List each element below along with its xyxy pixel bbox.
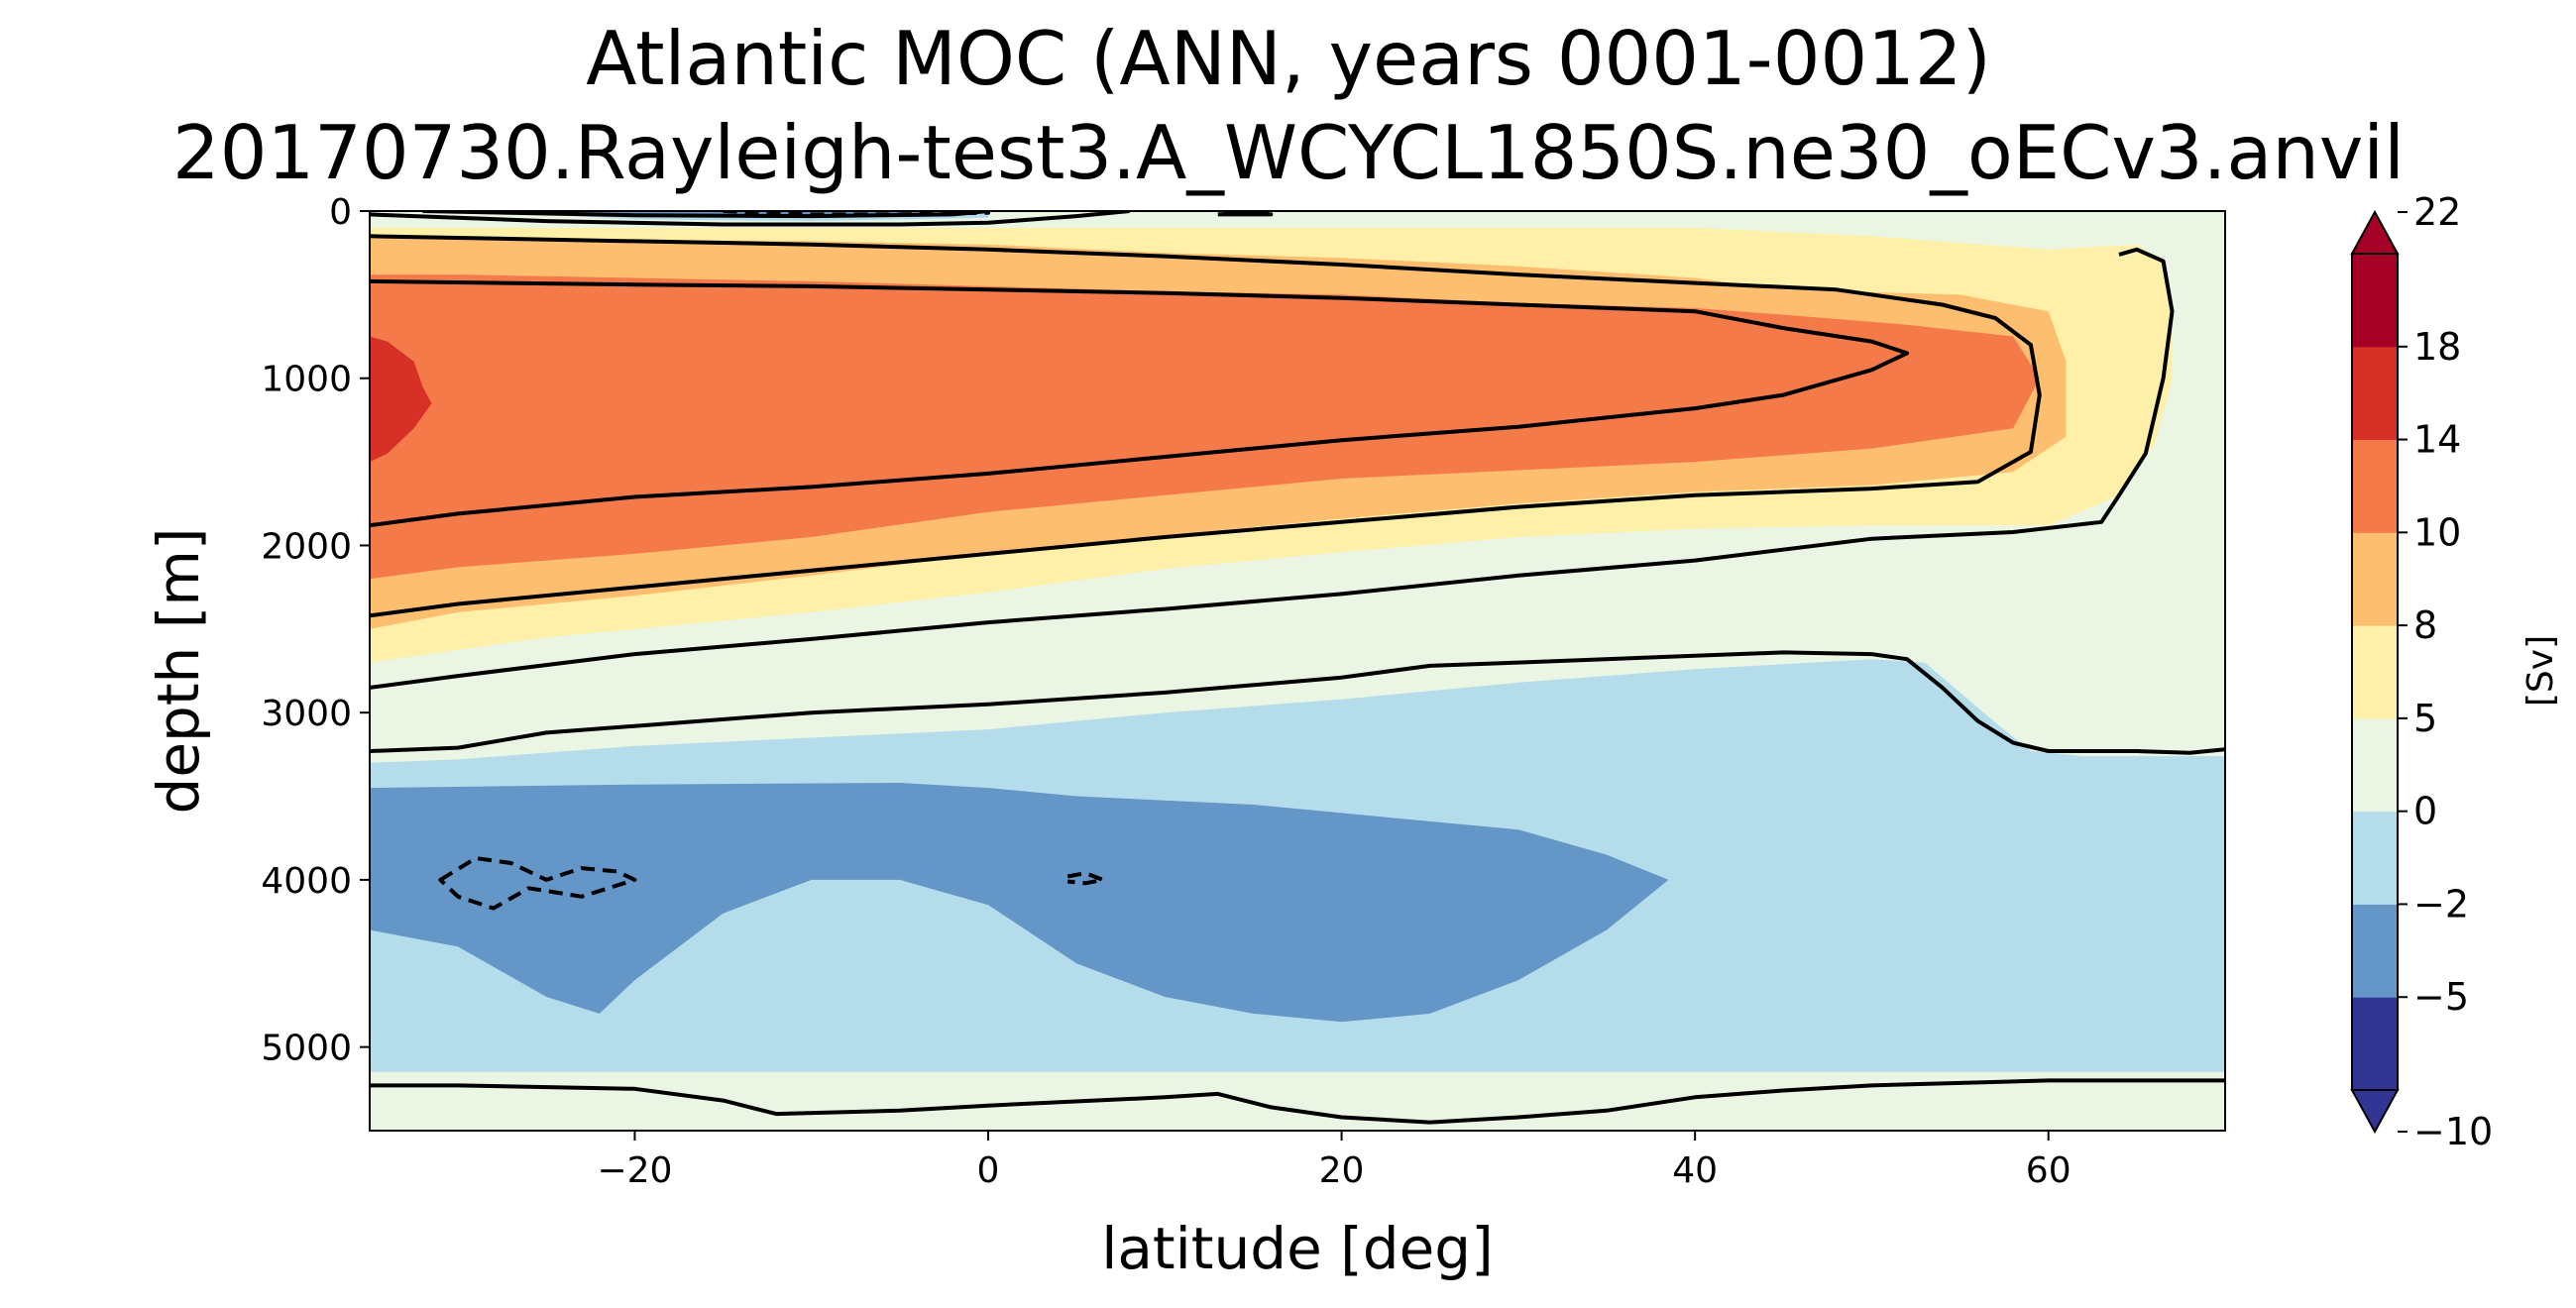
contour-line-solid <box>370 650 2225 755</box>
colorbar: −10 −5 −2 0 5 8 10 14 18 22 <box>2350 190 2493 1153</box>
x-tick-label: 20 <box>1319 1150 1365 1191</box>
contour-line-dashed <box>438 856 637 911</box>
y-axis-ticks: 0 1000 2000 3000 4000 5000 <box>261 192 370 1069</box>
colorbar-segment <box>2352 811 2398 905</box>
colorbar-extend-max <box>2350 209 2400 255</box>
region-sv-0-5-bottom <box>370 1071 2225 1131</box>
colorbar-tick-label: 18 <box>2413 325 2461 369</box>
contour-line-solid <box>370 234 2042 618</box>
colorbar-tick-label: 5 <box>2413 697 2437 740</box>
colorbar-segment <box>2352 254 2398 348</box>
y-tick-label: 3000 <box>261 694 352 734</box>
y-axis-label: depth [m] <box>145 527 212 814</box>
colorbar-tick-label: 14 <box>2413 418 2461 462</box>
plot-area <box>370 211 2225 1131</box>
region-sv-14-18 <box>370 336 432 463</box>
contour-line-solid <box>1217 211 1274 217</box>
contour-line-solid <box>370 278 1910 528</box>
colorbar-segment <box>2352 532 2398 626</box>
chart-title: Atlantic MOC (ANN, years 0001-0012) <box>586 15 1991 102</box>
colorbar-tick-label: −2 <box>2413 882 2469 926</box>
contour-lines <box>370 211 2225 1125</box>
colorbar-segment <box>2352 904 2398 998</box>
colorbar-segment <box>2352 625 2398 719</box>
colorbar-segment <box>2352 997 2398 1091</box>
colorbar-segment <box>2352 439 2398 533</box>
y-tick-label: 1000 <box>261 360 352 400</box>
region-sv-neg5-neg2-deep <box>370 783 1669 1023</box>
y-tick-label: 0 <box>329 192 352 233</box>
colorbar-label: [Sv] <box>2520 635 2561 707</box>
region-sv-10-14 <box>370 274 2040 580</box>
x-axis-label: latitude [deg] <box>1101 1215 1494 1282</box>
colorbar-tick-label: 22 <box>2413 190 2461 234</box>
colorbar-extend-min <box>2350 1089 2400 1135</box>
colorbar-segment <box>2352 717 2398 813</box>
colorbar-tick-label: 0 <box>2413 790 2437 833</box>
contour-line-solid <box>370 211 1130 227</box>
x-tick-label: −20 <box>597 1150 672 1191</box>
chart-subtitle: 20170730.Rayleigh-test3.A_WCYCL1850S.ne3… <box>172 109 2405 196</box>
y-tick-label: 4000 <box>261 861 352 902</box>
x-tick-label: 60 <box>2026 1150 2072 1191</box>
x-tick-label: 40 <box>1672 1150 1718 1191</box>
contour-line-dashed <box>723 211 990 217</box>
filled-contour-regions <box>370 211 2225 1131</box>
x-tick-label: 0 <box>977 1150 1000 1191</box>
y-tick-label: 2000 <box>261 526 352 567</box>
plot-frame <box>369 210 2226 1132</box>
colorbar-tick-label: −5 <box>2413 975 2469 1019</box>
y-tick-label: 5000 <box>261 1029 352 1069</box>
contour-line-dashed <box>1066 871 1105 886</box>
colorbar-segment <box>2352 346 2398 441</box>
contour-line-solid <box>370 1078 2225 1125</box>
colorbar-tick-label: −10 <box>2413 1110 2493 1153</box>
colorbar-tick-label: 8 <box>2413 603 2437 647</box>
colorbar-tick-label: 10 <box>2413 510 2461 554</box>
x-axis-ticks: −20 0 20 40 60 <box>597 1131 2072 1191</box>
contour-line-solid <box>370 247 2175 690</box>
colorbar-frame <box>2351 253 2399 1091</box>
